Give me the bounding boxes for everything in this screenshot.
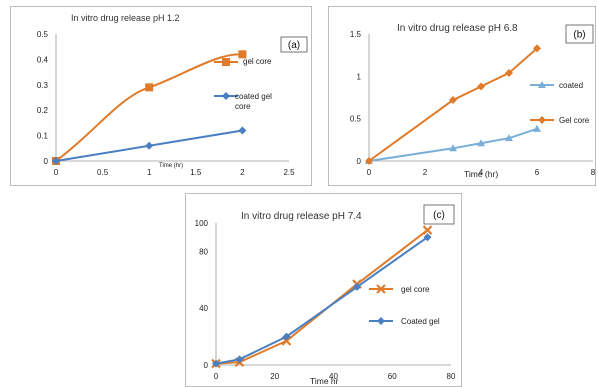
- legend-label-cont: core: [235, 102, 251, 111]
- y-tick-label: 0.2: [37, 106, 49, 115]
- data-point: [238, 50, 247, 59]
- data-point: [533, 124, 541, 132]
- x-tick-label: 20: [270, 372, 279, 381]
- data-point: [477, 82, 485, 91]
- data-point: [365, 157, 373, 165]
- data-point: [449, 144, 457, 152]
- y-tick-label: 0: [44, 157, 49, 166]
- x-tick-label: 0: [214, 372, 219, 381]
- legend-marker: [377, 317, 385, 325]
- x-tick-label: 2.5: [283, 168, 295, 177]
- legend-marker: [538, 116, 546, 124]
- data-point: [282, 332, 291, 341]
- legend-label: Coated gel: [401, 317, 440, 326]
- y-tick-label: 0.5: [350, 115, 362, 124]
- legend-label: coated: [559, 81, 583, 90]
- series-line-gel-core: [215, 229, 429, 365]
- legend-label: gel core: [401, 285, 430, 294]
- panel-label: (b): [573, 30, 585, 41]
- data-point: [449, 96, 457, 105]
- data-point: [235, 355, 244, 364]
- data-point: [505, 134, 513, 142]
- x-tick-label: 80: [447, 372, 456, 381]
- data-point: [212, 359, 220, 368]
- x-tick-label: 2: [423, 168, 428, 177]
- legend-marker: [538, 81, 546, 88]
- y-tick-label: 0: [204, 361, 209, 370]
- legend-label: Gel core: [559, 116, 590, 125]
- data-point: [145, 83, 154, 92]
- legend-marker: [222, 92, 230, 100]
- data-point: [353, 282, 361, 291]
- y-tick-label: 0.1: [37, 132, 49, 141]
- data-point: [423, 233, 432, 242]
- x-tick-label: 6: [535, 168, 540, 177]
- y-tick-label: 80: [199, 247, 208, 256]
- x-tick-label: 2: [240, 168, 245, 177]
- data-point: [505, 68, 513, 77]
- x-tick-label: 0: [367, 168, 372, 177]
- x-axis-label: Time hr: [310, 376, 339, 386]
- chart-title: In vitro drug release pH 7.4: [241, 211, 362, 222]
- y-tick-label: 100: [195, 219, 209, 228]
- x-tick-label: 8: [591, 168, 596, 177]
- y-tick-label: 0.5: [37, 30, 49, 39]
- x-axis-label: Time (hr): [464, 169, 498, 179]
- data-point: [52, 157, 60, 165]
- x-tick-label: 4: [479, 168, 484, 177]
- chart-title: In vitro drug release pH 6.8: [397, 23, 518, 34]
- panel-label: (c): [433, 210, 445, 221]
- data-point: [422, 225, 433, 235]
- legend-marker: [376, 284, 386, 294]
- data-point: [145, 141, 154, 150]
- data-point: [238, 126, 247, 135]
- x-axis-label: Time (hr): [159, 163, 183, 169]
- chart-c-svg: In vitro drug release pH 7.4 (c) 0 20 40 60 80…: [195, 204, 456, 386]
- y-tick-label: 0: [357, 157, 362, 166]
- chart-panel-c: In vitro drug release pH 7.4 (c) 0 20 40 60 80…: [185, 193, 462, 387]
- panel-label-box: [280, 36, 308, 53]
- x-tick-label: 40: [329, 372, 338, 381]
- chart-panel-b: In vitro drug release pH 6.8 (b) 0 2 4 6 8 0 0.5…: [328, 6, 596, 186]
- x-tick-label: 0.5: [97, 168, 109, 177]
- x-tick-label: 1: [147, 168, 152, 177]
- chart-b-svg: In vitro drug release pH 6.8 (b) 0 2 4 6 8 0 0.5…: [350, 23, 596, 179]
- y-tick-label: 0.4: [37, 55, 49, 64]
- legend-marker: [222, 58, 230, 66]
- x-tick-label: 1.5: [190, 168, 202, 177]
- panel-label-box: [423, 204, 455, 225]
- chart-title: In vitro drug release pH 1.2: [71, 13, 180, 23]
- data-point: [477, 139, 485, 147]
- chart-panel-a: In vitro drug release pH 1.2 (a) 0 0.5 1 1.5 2…: [10, 6, 312, 186]
- y-tick-label: 40: [199, 304, 208, 313]
- y-tick-label: 0.3: [37, 81, 49, 90]
- legend-label: coated gel: [235, 92, 272, 101]
- series-line-coated-gel: [215, 236, 429, 365]
- panel-label-box: [565, 24, 594, 44]
- panel-label: (a): [288, 40, 300, 51]
- series-line-gel-core: [368, 47, 538, 162]
- y-tick-label: 1: [357, 72, 362, 81]
- x-tick-label: 0: [54, 168, 59, 177]
- data-point: [533, 44, 541, 53]
- y-tick-label: 1.5: [350, 30, 362, 39]
- x-tick-label: 60: [388, 372, 397, 381]
- chart-a-svg: In vitro drug release pH 1.2 (a) 0 0.5 1 1.5 2…: [37, 13, 308, 177]
- legend-label: gel core: [243, 57, 272, 66]
